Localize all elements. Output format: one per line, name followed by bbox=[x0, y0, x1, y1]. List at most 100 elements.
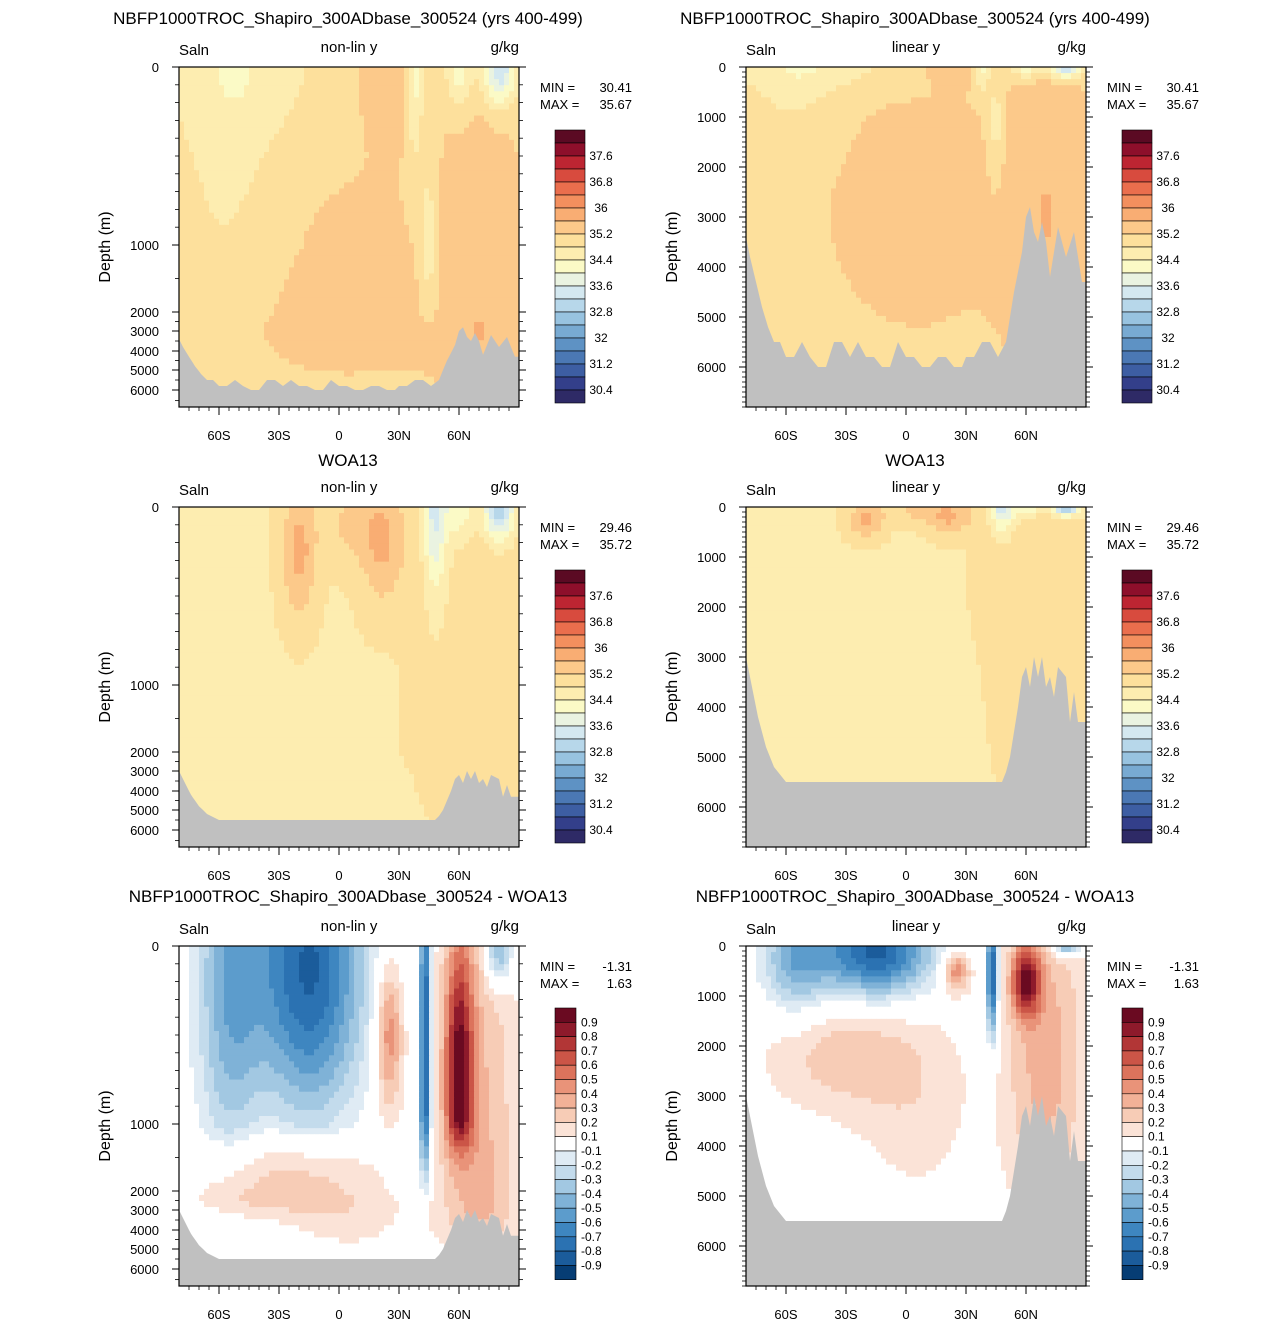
colorbar-swatch bbox=[555, 726, 585, 739]
colorbar-swatch bbox=[1122, 713, 1152, 726]
figure: NBFP1000TROC_Shapiro_300ADbase_300524 (y… bbox=[0, 0, 1285, 1324]
colorbar-label: -0.1 bbox=[581, 1144, 602, 1158]
x-tick-label: 30N bbox=[954, 1307, 978, 1322]
y-tick-label: 5000 bbox=[697, 1189, 726, 1204]
x-tick-label: 60N bbox=[447, 868, 471, 883]
colorbar-swatch bbox=[1122, 351, 1152, 364]
colorbar-swatch bbox=[555, 778, 585, 791]
colorbar-label: 35.2 bbox=[1156, 227, 1180, 241]
colorbar-swatch bbox=[555, 1251, 576, 1265]
colorbar-swatch bbox=[555, 338, 585, 351]
colorbar bbox=[1122, 130, 1152, 403]
panel-model-nonlinear bbox=[172, 67, 585, 415]
colorbar-swatch bbox=[1122, 182, 1152, 195]
colorbar-swatch bbox=[555, 1165, 576, 1179]
colorbar-swatch bbox=[555, 830, 585, 843]
x-tick-label: 60S bbox=[774, 428, 797, 443]
colorbar-swatch bbox=[1122, 1251, 1143, 1265]
colorbar-label: 0.2 bbox=[1148, 1115, 1165, 1129]
colorbar-swatch bbox=[1122, 752, 1152, 765]
colorbar-swatch bbox=[1122, 791, 1152, 804]
colorbar-swatch bbox=[555, 700, 585, 713]
colorbar-swatch bbox=[555, 1008, 576, 1022]
colorbar-swatch bbox=[1122, 1151, 1143, 1165]
x-tick-label: 60S bbox=[207, 1307, 230, 1322]
colorbar-swatch bbox=[1122, 312, 1152, 325]
y-tick-label: 0 bbox=[152, 60, 159, 75]
colorbar-swatch bbox=[1122, 765, 1152, 778]
colorbar-swatch bbox=[1122, 1065, 1143, 1079]
colorbar-label: 0.3 bbox=[581, 1101, 598, 1115]
min-value: 29.46 bbox=[599, 520, 632, 535]
colorbar-swatch bbox=[555, 208, 585, 221]
colorbar-label: 32 bbox=[1161, 771, 1175, 785]
colorbar-swatch bbox=[1122, 1008, 1143, 1022]
colorbar-swatch bbox=[1122, 273, 1152, 286]
colorbar-swatch bbox=[555, 260, 585, 273]
colorbar-swatch bbox=[555, 1194, 576, 1208]
colorbar-swatch bbox=[555, 1265, 576, 1279]
colorbar-swatch bbox=[555, 1051, 576, 1065]
colorbar-swatch bbox=[555, 364, 585, 377]
colorbar-swatch bbox=[1122, 338, 1152, 351]
colorbar-label: 0.9 bbox=[581, 1015, 598, 1029]
x-tick-label: 30S bbox=[267, 1307, 290, 1322]
y-tick-label: 2000 bbox=[130, 745, 159, 760]
colorbar-swatch bbox=[1122, 1237, 1143, 1251]
y-tick-label: 5000 bbox=[130, 1242, 159, 1257]
y-tick-label: 3000 bbox=[697, 650, 726, 665]
colorbar-label: 0.3 bbox=[1148, 1101, 1165, 1115]
colorbar-swatch bbox=[1122, 570, 1152, 583]
panel-title: NBFP1000TROC_Shapiro_300ADbase_300524 (y… bbox=[680, 9, 1150, 28]
colorbar-swatch bbox=[1122, 739, 1152, 752]
colorbar-label: 36 bbox=[594, 201, 608, 215]
colorbar-label: 33.6 bbox=[1156, 279, 1180, 293]
colorbar-label: 32.8 bbox=[589, 745, 613, 759]
colorbar-swatch bbox=[1122, 1194, 1143, 1208]
y-tick-label: 5000 bbox=[697, 310, 726, 325]
colorbar-label: -0.8 bbox=[581, 1244, 602, 1258]
colorbar-swatch bbox=[555, 609, 585, 622]
colorbar-swatch bbox=[555, 1108, 576, 1122]
colorbar-swatch bbox=[555, 156, 585, 169]
colorbar-label: -0.7 bbox=[1148, 1230, 1169, 1244]
colorbar-label: 0.4 bbox=[1148, 1087, 1165, 1101]
y-tick-label: 6000 bbox=[697, 1239, 726, 1254]
colorbar-label: -0.9 bbox=[581, 1258, 602, 1272]
colorbar-label: -0.3 bbox=[581, 1173, 602, 1187]
colorbar-label: 0.6 bbox=[581, 1058, 598, 1072]
colorbar-swatch bbox=[1122, 1122, 1143, 1136]
y-tick-label: 3000 bbox=[130, 324, 159, 339]
y-tick-label: 2000 bbox=[697, 160, 726, 175]
y-tick-label: 6000 bbox=[130, 823, 159, 838]
colorbar-swatch bbox=[555, 1151, 576, 1165]
x-tick-label: 30S bbox=[834, 428, 857, 443]
units-label: g/kg bbox=[491, 479, 519, 496]
colorbar-label: -0.7 bbox=[581, 1230, 602, 1244]
colorbar-swatch bbox=[1122, 260, 1152, 273]
y-tick-label: 6000 bbox=[697, 360, 726, 375]
colorbar-swatch bbox=[555, 1137, 576, 1151]
colorbar-swatch bbox=[555, 247, 585, 260]
colorbar-label: 32.8 bbox=[1156, 305, 1180, 319]
min-value: -1.31 bbox=[602, 959, 632, 974]
colorbar-label: -0.6 bbox=[581, 1216, 602, 1230]
y-tick-label: 0 bbox=[719, 60, 726, 75]
colorbar-swatch bbox=[555, 377, 585, 390]
colorbar-label: 0.5 bbox=[581, 1073, 598, 1087]
x-tick-label: 0 bbox=[902, 428, 909, 443]
colorbar-swatch bbox=[1122, 390, 1152, 403]
colorbar-swatch bbox=[1122, 583, 1152, 596]
colorbar-label: 31.2 bbox=[589, 797, 613, 811]
y-axis-label: Depth (m) bbox=[97, 1090, 114, 1161]
y-tick-label: 2000 bbox=[130, 1184, 159, 1199]
colorbar-label: 34.4 bbox=[1156, 253, 1180, 267]
x-tick-label: 30N bbox=[954, 428, 978, 443]
colorbar-swatch bbox=[555, 195, 585, 208]
max-label: MAX = bbox=[540, 537, 579, 552]
colorbar-swatch bbox=[555, 390, 585, 403]
colorbar-label: 36 bbox=[594, 641, 608, 655]
colorbar-label: 0.2 bbox=[581, 1115, 598, 1129]
x-tick-label: 60N bbox=[1014, 1307, 1038, 1322]
y-tick-label: 0 bbox=[152, 939, 159, 954]
